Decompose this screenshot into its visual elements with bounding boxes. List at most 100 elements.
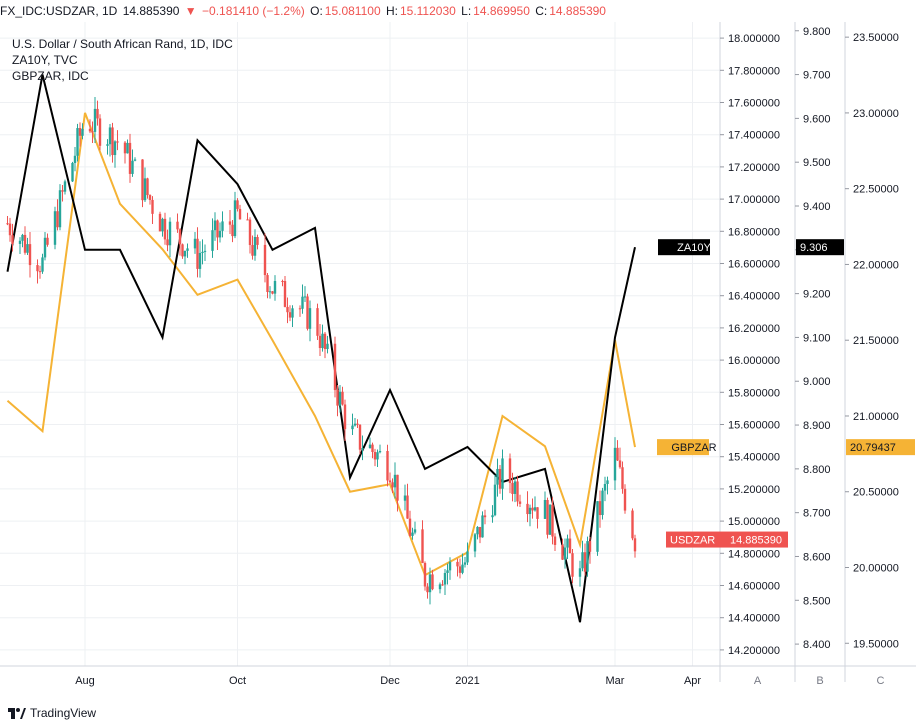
candle-body	[443, 572, 447, 585]
candle-body	[441, 584, 444, 586]
candle-body	[551, 504, 554, 537]
candle-body	[141, 159, 144, 201]
time-tick-label: Apr	[684, 675, 701, 687]
scale-tick-label: 15.400000	[728, 452, 780, 464]
candle-body	[448, 561, 452, 571]
candle-body	[186, 248, 189, 251]
candle-body	[411, 532, 414, 536]
candle-body	[353, 423, 357, 426]
scale-tick-label: 23.50000	[853, 32, 899, 44]
candle-body	[36, 265, 39, 272]
candle-body	[166, 239, 169, 246]
candle-body	[428, 574, 432, 593]
candle-body	[533, 507, 537, 511]
scale-tick-label: 14.800000	[728, 548, 780, 560]
candle-body	[321, 333, 324, 349]
candle-body	[406, 495, 409, 519]
candle-body	[543, 499, 547, 519]
candle-body	[458, 566, 462, 573]
scale-label-C[interactable]: C	[877, 675, 885, 687]
candle-body	[231, 224, 234, 237]
time-axis[interactable]: Aug Oct Dec 2021 Mar Apr	[0, 665, 916, 687]
scale-tick-label: 15.000000	[728, 516, 780, 528]
scale-tick-label: 9.000	[803, 376, 831, 388]
candle-body	[158, 213, 162, 232]
price-scales[interactable]: 18.000000 17.800000 17.600000 17.400000 17.2…	[719, 22, 899, 687]
time-tick-label: Oct	[229, 675, 246, 687]
candle-body	[246, 219, 249, 221]
candle-body	[456, 561, 459, 567]
candle-body	[221, 221, 224, 231]
candle-body	[143, 178, 147, 201]
candle-body	[203, 250, 207, 252]
candle-body	[476, 526, 479, 535]
scale-tick-label: 8.800	[803, 464, 831, 476]
candle-body	[251, 245, 254, 256]
candle-body	[588, 541, 592, 552]
candle-body	[106, 144, 109, 146]
candle-body	[61, 190, 64, 192]
candle-body	[463, 562, 467, 565]
candle-body	[298, 308, 302, 310]
candle-body	[531, 507, 534, 511]
scale-tick-label: 15.600000	[728, 420, 780, 432]
brand-name[interactable]: TradingView	[30, 706, 97, 720]
candle-body	[233, 200, 237, 237]
symbol-label[interactable]: FX_IDC:USDZAR, 1D	[0, 4, 118, 18]
candle-body	[473, 534, 477, 552]
candle-body	[598, 501, 602, 516]
time-tick-label: 2021	[455, 675, 479, 687]
scale-tick-label: 8.400	[803, 639, 831, 651]
candle-body	[536, 507, 539, 519]
candle-body	[308, 308, 312, 329]
candle-body	[288, 312, 292, 318]
candle-body	[516, 481, 519, 502]
candle-body	[146, 178, 149, 196]
candle-body	[78, 128, 82, 136]
open-label: O:	[310, 4, 323, 18]
scale-tick-label: 21.00000	[853, 411, 899, 423]
candle-body	[273, 280, 277, 294]
candle-body	[358, 424, 362, 450]
za10y-value-label: 9.306	[800, 242, 828, 254]
candle-body	[338, 391, 342, 406]
candle-body	[193, 238, 197, 249]
candle-body	[583, 552, 587, 572]
scale-tick-label: 14.200000	[728, 645, 780, 657]
scale-label-B[interactable]: B	[816, 675, 823, 687]
candle-body	[181, 244, 184, 257]
candle-body	[306, 296, 309, 329]
legend-gbpzar[interactable]: GBPZAR, IDC	[12, 69, 89, 83]
candle-body	[393, 474, 397, 488]
candle-body	[378, 450, 382, 453]
candle-body	[218, 230, 222, 238]
candle-body	[613, 447, 617, 481]
candle-body	[198, 252, 202, 269]
candle-body	[98, 118, 102, 146]
scale-tick-label: 8.500	[803, 595, 831, 607]
candle-body	[161, 218, 164, 232]
candle-body	[513, 481, 517, 494]
candle-body	[21, 234, 24, 241]
candle-body	[323, 333, 327, 350]
price-chart[interactable]: 18.000000 17.800000 17.600000 17.400000 17.2…	[0, 22, 916, 700]
candle-body	[563, 547, 567, 560]
candle-body	[23, 234, 27, 253]
candle-body	[333, 343, 337, 391]
open-value: 15.081100	[324, 4, 381, 18]
candle-body	[123, 142, 127, 154]
low-value: 14.869950	[473, 4, 530, 18]
scale-tick-label: 14.600000	[728, 581, 780, 593]
candle-body	[478, 526, 482, 538]
price-tags: ZA10Y 9.306 GBPZAR 20.79437 USDZAR 14.885390	[657, 239, 915, 548]
legend-za10y[interactable]: ZA10Y, TVC	[12, 53, 78, 67]
scale-tick-label: 16.400000	[728, 291, 780, 303]
candle-body	[176, 221, 179, 230]
candle-body	[421, 529, 424, 563]
candle-body	[356, 423, 359, 425]
candle-body	[461, 564, 464, 573]
scale-label-A[interactable]: A	[754, 675, 762, 687]
candle-body	[18, 240, 22, 244]
candle-body	[621, 467, 624, 489]
candle-body	[511, 482, 514, 494]
